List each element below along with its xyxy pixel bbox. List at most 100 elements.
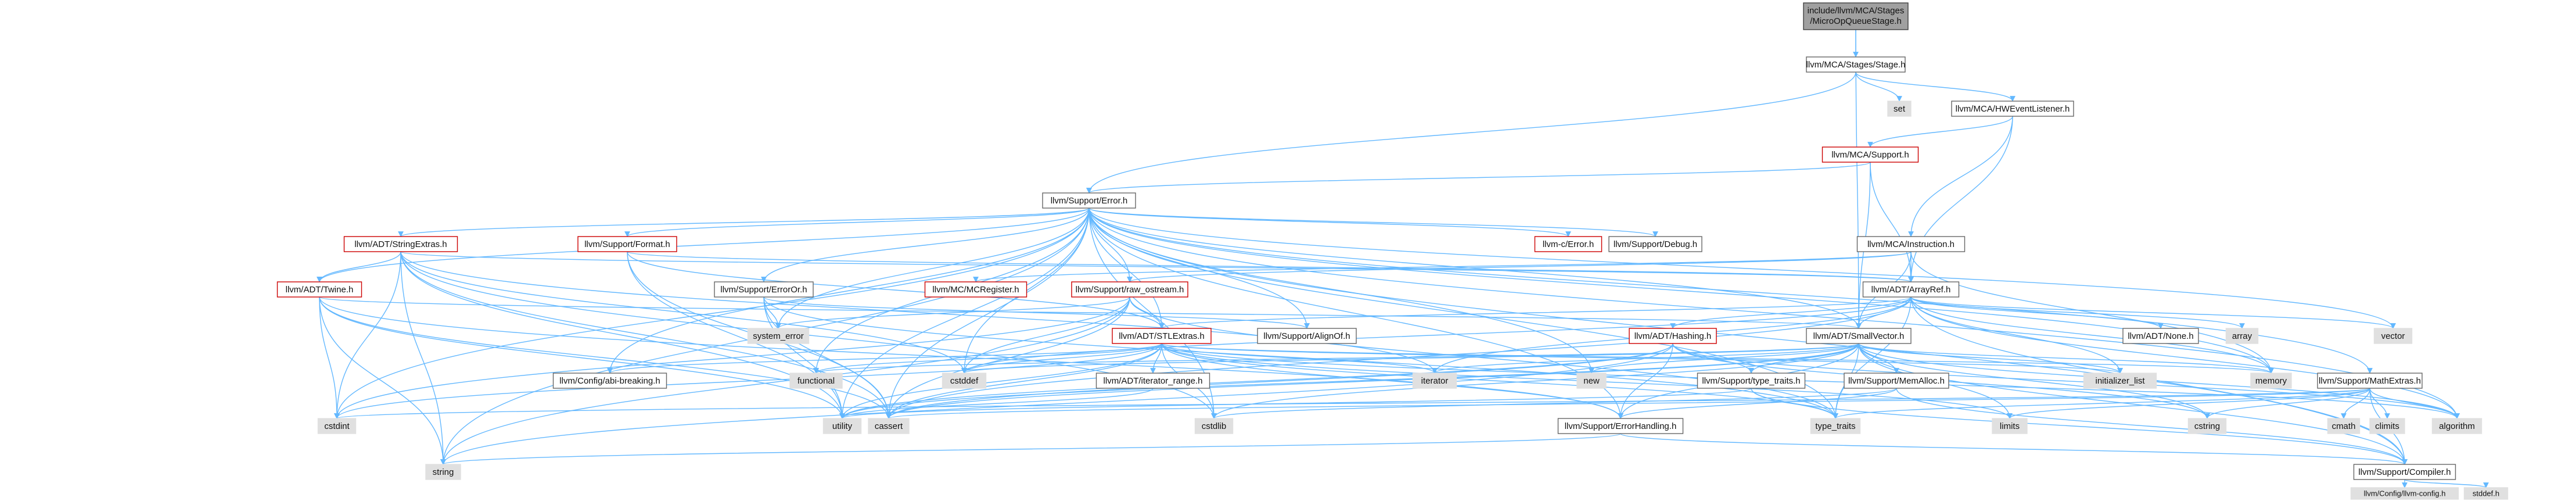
node-label: llvm/Support/type_traits.h [1702,376,1800,386]
node-llvm-adt-none-h[interactable]: llvm/ADT/None.h [2122,328,2199,344]
node-llvm-support-error-h[interactable]: llvm/Support/Error.h [1042,192,1136,209]
node-string: string [425,464,461,480]
node-llvm-mc-mcregister-h[interactable]: llvm/MC/MCRegister.h [924,281,1027,298]
edge-stringextras-to-iterator [400,251,1438,374]
edge-smallvector-to-compiler [1858,343,2408,465]
node-llvm-adt-twine-h[interactable]: llvm/ADT/Twine.h [276,281,362,298]
node-label: limits [2000,421,2020,431]
node-llvm-mca-stages-stage-h[interactable]: llvm/MCA/Stages/Stage.h [1806,56,1906,73]
node-llvm-adt-arrayref-h[interactable]: llvm/ADT/ArrayRef.h [1862,281,1960,298]
edge-mathextras-to-cassert [886,388,2370,419]
edge-typetraitsllvm-to-typetraits [1751,388,1838,419]
node-box [1821,146,1919,163]
node-box [924,281,1027,298]
node-label: llvm/Support/Compiler.h [2358,467,2451,477]
node-llvm-support-erroror-h[interactable]: llvm/Support/ErrorOr.h [714,281,814,298]
edge-stlextras-to-iteratorrange [1150,343,1162,374]
edge-erroror-to-cassert [763,296,892,419]
node-llvm-adt-smallvector-h[interactable]: llvm/ADT/SmallVector.h [1806,328,1912,344]
edge-arrayref-to-cstddef [961,296,1912,374]
node-vector: vector [2373,328,2413,344]
node-llvm-support-format-h[interactable]: llvm/Support/Format.h [577,236,677,252]
edge-mathextras-to-cstdint [335,388,2370,419]
edge-mathextras-to-climits [2369,388,2390,419]
node-box [1951,101,2074,117]
node-box [1810,418,1861,434]
node-box [1608,236,1702,252]
node-label: new [1583,376,1600,386]
node-label: llvm/ADT/SmallVector.h [1813,331,1905,341]
node-box [1806,56,1906,73]
node-label: iterator [1421,376,1449,386]
node-box [425,464,461,480]
node-llvm-adt-stringextras-h[interactable]: llvm/ADT/StringExtras.h [343,236,458,252]
node-label: llvm/Support/MathExtras.h [2319,376,2421,386]
edge-arrayref-to-algorithm [1910,296,2460,419]
edge-smallvector-to-iterator [1432,343,1859,374]
node-include-llvm-mca-stages-microopqueuestage-h[interactable]: include/llvm/MCA/Stages/MicroOpQueueStag… [1803,2,1909,30]
node-llvm-adt-hashing-h[interactable]: llvm/ADT/Hashing.h [1629,328,1717,344]
node-system-error: system_error [747,328,810,344]
node-llvm-config-abi-breaking-h[interactable]: llvm/Config/abi-breaking.h [552,373,667,389]
node-llvm-support-mathextras-h[interactable]: llvm/Support/MathExtras.h [2317,373,2423,389]
node-box [2463,487,2509,500]
node-stddef-h: stddef.h [2463,487,2509,500]
node-llvm-support-memalloc-h[interactable]: llvm/Support/MemAlloc.h [1844,373,1949,389]
node-llvm-adt-stlextras-h[interactable]: llvm/ADT/STLExtras.h [1112,328,1212,344]
edge-smallvector-to-utility [839,343,1859,419]
node-label: llvm/Support/Format.h [584,239,670,249]
node-cstring: cstring [2187,418,2227,434]
node-llvm-adt-iterator-range-h[interactable]: llvm/ADT/iterator_range.h [1095,373,1210,389]
edge-stringextras-to-string [400,251,446,465]
node-llvm-mca-instruction-h[interactable]: llvm/MCA/Instruction.h [1856,236,1966,252]
node-label: climits [2375,421,2399,431]
edge-error-to-stringextras [398,207,1090,237]
edge-rawostream-to-cstddef [961,296,1130,374]
node-array: array [2225,328,2259,344]
node-label: cstring [2194,421,2220,431]
edge-stringextras-to-arrayref [400,251,1913,282]
node-llvm-support-compiler-h[interactable]: llvm/Support/Compiler.h [2353,464,2456,480]
edge-error-to-erroror [761,207,1090,282]
node-llvm-c-error-h[interactable]: llvm-c/Error.h [1534,236,1603,252]
edge-error-to-format [624,207,1090,237]
edge-error-to-debug [1088,207,1658,237]
node-box [1412,373,1457,389]
edge-erroror-to-utility [763,296,845,419]
node-box [1803,2,1909,30]
node-label: type_traits [1815,421,1855,431]
node-llvm-mca-support-h[interactable]: llvm/MCA/Support.h [1821,146,1919,163]
node-llvm-support-alignof-h[interactable]: llvm/Support/AlignOf.h [1257,328,1357,344]
node-box [1806,328,1912,344]
edge-stlextras-to-utility [839,343,1162,419]
node-llvm-support-debug-h[interactable]: llvm/Support/Debug.h [1608,236,1702,252]
edge-hwevent-to-arrayref [1908,116,2013,282]
node-box [276,281,362,298]
node-box [1856,236,1966,252]
node-type-traits: type_traits [1810,418,1861,434]
node-llvm-support-type-traits-h[interactable]: llvm/Support/type_traits.h [1697,373,1806,389]
node-llvm-support-raw-ostream-h[interactable]: llvm/Support/raw_ostream.h [1071,281,1188,298]
node-box [1257,328,1357,344]
edge-error-to-smallvector [1088,207,1862,329]
node-box [1557,418,1684,434]
node-llvm-mca-hweventlistener-h[interactable]: llvm/MCA/HWEventListener.h [1951,101,2074,117]
node-label: llvm/Support/MemAlloc.h [1848,376,1945,386]
node-box [2373,328,2413,344]
edge-erroror-to-typetraits [763,296,1838,419]
node-box [552,373,667,389]
edge-stlextras-to-abibreaking [607,343,1162,374]
edge-error-to-cerror [1088,207,1571,237]
node-label: array [2232,331,2252,341]
node-algorithm: algorithm [2431,418,2482,434]
node-label: stddef.h [2473,489,2499,498]
node-label: llvm/Support/Debug.h [1614,239,1697,249]
edge-compiler-to-stddef [2404,479,2489,488]
node-box [317,418,357,434]
node-box [822,418,862,434]
edge-hwevent-to-support [1867,116,2013,148]
node-box [2353,464,2456,480]
node-llvm-support-errorhandling-h[interactable]: llvm/Support/ErrorHandling.h [1557,418,1684,434]
edge-error-to-abibreaking [607,207,1090,374]
